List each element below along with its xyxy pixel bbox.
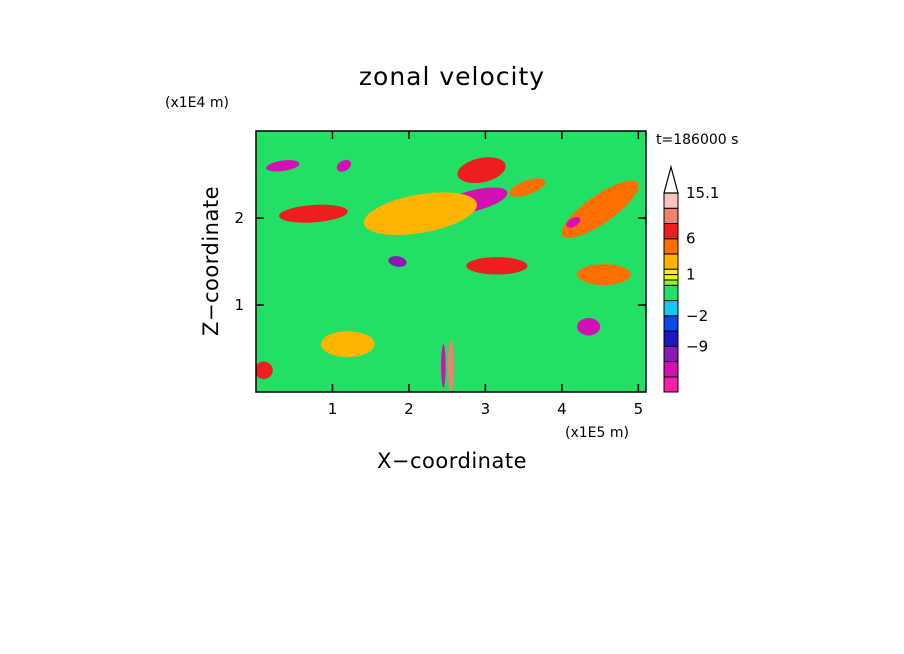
field-feature (566, 216, 581, 228)
x-tick-label: 1 (328, 400, 338, 418)
colorbar-label: 1 (686, 266, 696, 284)
colorbar-extend-arrow (663, 164, 679, 194)
colorbar-labels: −9 −2 1 6 15.1 (686, 184, 719, 355)
field-feature (457, 157, 506, 184)
field-feature (266, 160, 300, 172)
x-tick-label: 3 (481, 400, 491, 418)
time-label: t=186000 s (656, 132, 738, 148)
y-axis-title: Z−coordinate (199, 186, 223, 336)
colorbar-swatch (663, 330, 679, 347)
field-feature (577, 264, 631, 285)
x-tick-label: 5 (634, 400, 644, 418)
field-feature (577, 318, 601, 336)
colorbar-label: −2 (686, 307, 708, 325)
colorbar-swatch (663, 268, 679, 276)
x-axis-ticks: 1 2 3 4 5 (328, 131, 643, 418)
colorbar-swatch (663, 284, 679, 302)
colorbar-swatch (663, 345, 679, 363)
colorbar-label: 15.1 (686, 184, 719, 202)
x-scale-label: (x1E5 m) (565, 425, 629, 441)
y-scale-label: (x1E4 m) (165, 95, 229, 111)
colorbar-swatch (663, 300, 679, 317)
x-axis-title: X−coordinate (377, 449, 527, 473)
field-feature (321, 331, 375, 358)
colorbar-swatch (663, 222, 679, 240)
field-feature (447, 339, 455, 392)
plot-area (255, 130, 647, 393)
colorbar-swatch (663, 361, 679, 378)
plot-frame (255, 130, 647, 393)
colorbar-label: −9 (686, 337, 708, 355)
chart-title: zonal velocity (359, 62, 545, 91)
colorbar-swatch (663, 192, 679, 209)
field-feature (279, 204, 348, 223)
colorbar-label: 6 (686, 230, 696, 248)
colorbar-swatch (663, 376, 679, 393)
x-tick-label: 4 (557, 400, 567, 418)
colorbar-swatch (663, 207, 679, 224)
y-axis-ticks: 12 (234, 209, 646, 314)
y-tick-label: 2 (234, 209, 244, 227)
colorbar-swatch (663, 315, 679, 332)
colorbar-swatch (663, 238, 679, 255)
colorbar (663, 164, 679, 393)
field-feature (441, 344, 446, 388)
field-feature (388, 256, 407, 267)
colorbar-swatch (663, 253, 679, 270)
field-feature (336, 159, 352, 172)
velocity-field (256, 157, 639, 392)
field-feature (363, 192, 477, 235)
x-tick-label: 2 (404, 400, 414, 418)
field-feature (561, 180, 639, 238)
y-tick-label: 1 (234, 296, 244, 314)
colorbar-swatch (663, 274, 679, 281)
colorbar-swatch (663, 279, 679, 286)
field-feature (509, 178, 546, 197)
field-feature (466, 257, 528, 275)
field-feature (256, 361, 273, 379)
